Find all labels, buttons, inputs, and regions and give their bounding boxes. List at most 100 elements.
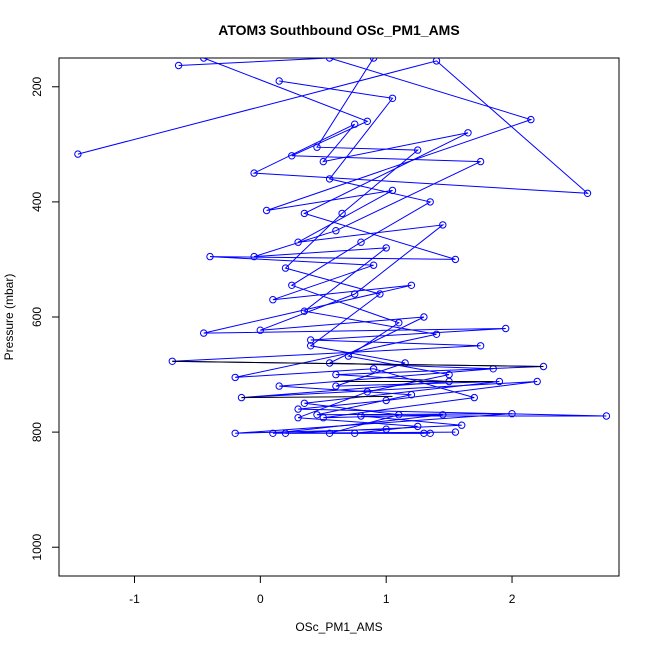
data-point [464, 129, 472, 137]
data-point [294, 238, 302, 246]
data-point [602, 412, 611, 420]
x-tick-label: 0 [257, 592, 264, 606]
data-point [583, 189, 592, 198]
data-point [357, 238, 365, 246]
y-axis-label: Pressure (mbar) [2, 274, 16, 361]
data-point [451, 255, 460, 264]
data-point [332, 227, 340, 235]
y-tick-label: 600 [30, 307, 44, 327]
data-point [231, 429, 239, 437]
data-point [275, 77, 283, 85]
highlight-segments [172, 360, 544, 399]
data-point [256, 326, 264, 334]
data-point [319, 157, 327, 166]
data-point [376, 290, 384, 298]
data-point [476, 342, 485, 350]
data-point [250, 169, 258, 177]
series-layer [74, 58, 611, 437]
data-point [200, 58, 208, 62]
x-tick-label: 1 [383, 592, 390, 606]
data-point [313, 143, 321, 151]
data-point [407, 281, 416, 289]
data-point [300, 399, 309, 407]
data-point [414, 146, 422, 154]
y-tick-label: 200 [30, 76, 44, 96]
data-point [307, 336, 315, 344]
series-3 [200, 58, 485, 437]
data-point [495, 377, 504, 386]
data-point [395, 411, 403, 419]
data-point [231, 373, 239, 382]
data-point [344, 352, 353, 360]
data-point [445, 370, 453, 379]
data-point [533, 377, 541, 386]
data-point [395, 319, 403, 327]
data-point [420, 313, 428, 321]
data-point [262, 206, 271, 215]
data-point [527, 115, 535, 124]
series-line [279, 80, 450, 434]
data-point [363, 388, 371, 396]
data-point [432, 330, 441, 338]
plot-area [74, 58, 611, 437]
chart-title: ATOM3 Southbound OSc_PM1_AMS [218, 22, 459, 38]
data-point [369, 58, 378, 62]
data-point [206, 252, 214, 261]
data-point [250, 252, 258, 261]
data-point [307, 342, 315, 350]
data-point [351, 290, 359, 298]
data-point [388, 94, 397, 103]
y-tick-label: 800 [30, 422, 44, 442]
series-5 [275, 77, 453, 437]
data-point [470, 393, 478, 402]
series-line [203, 58, 481, 434]
data-point [325, 58, 334, 62]
highlight-segment [172, 360, 544, 367]
data-point [294, 414, 302, 422]
data-point [325, 175, 334, 183]
data-point [300, 209, 309, 218]
series-line [77, 60, 607, 434]
data-point [476, 157, 485, 166]
series-line [284, 58, 500, 434]
data-point [351, 429, 359, 437]
data-point [269, 429, 277, 437]
data-point [288, 281, 296, 289]
data-point [288, 152, 296, 160]
y-axis: 200 400 600 800 1000 [30, 76, 59, 561]
data-point [426, 198, 434, 206]
x-axis: -1 0 1 2 [129, 576, 516, 606]
data-point [300, 307, 309, 315]
data-point [319, 414, 327, 422]
data-point [363, 117, 371, 126]
data-point [451, 428, 460, 436]
data-point [332, 382, 340, 390]
data-point [508, 410, 516, 418]
x-tick-label: -1 [129, 592, 140, 606]
data-point [414, 422, 422, 431]
x-axis-label: OSc_PM1_AMS [295, 620, 382, 634]
series-1 [74, 58, 611, 437]
series-4 [281, 58, 504, 437]
data-point [294, 405, 302, 413]
data-point [281, 264, 290, 272]
data-point [200, 329, 208, 337]
data-point [369, 261, 378, 269]
data-point [432, 58, 441, 65]
y-tick-label: 1000 [30, 534, 44, 561]
data-point [369, 365, 378, 373]
data-point [439, 221, 447, 229]
data-point [269, 296, 277, 304]
x-tick-label: 2 [509, 592, 516, 606]
data-point [458, 421, 466, 429]
data-point [338, 209, 346, 218]
data-point [439, 411, 447, 419]
data-point [275, 382, 283, 390]
data-point [313, 411, 321, 419]
data-point [325, 429, 334, 437]
data-point [74, 150, 82, 158]
data-point [174, 61, 183, 70]
y-tick-label: 400 [30, 192, 44, 212]
data-point [382, 244, 390, 252]
